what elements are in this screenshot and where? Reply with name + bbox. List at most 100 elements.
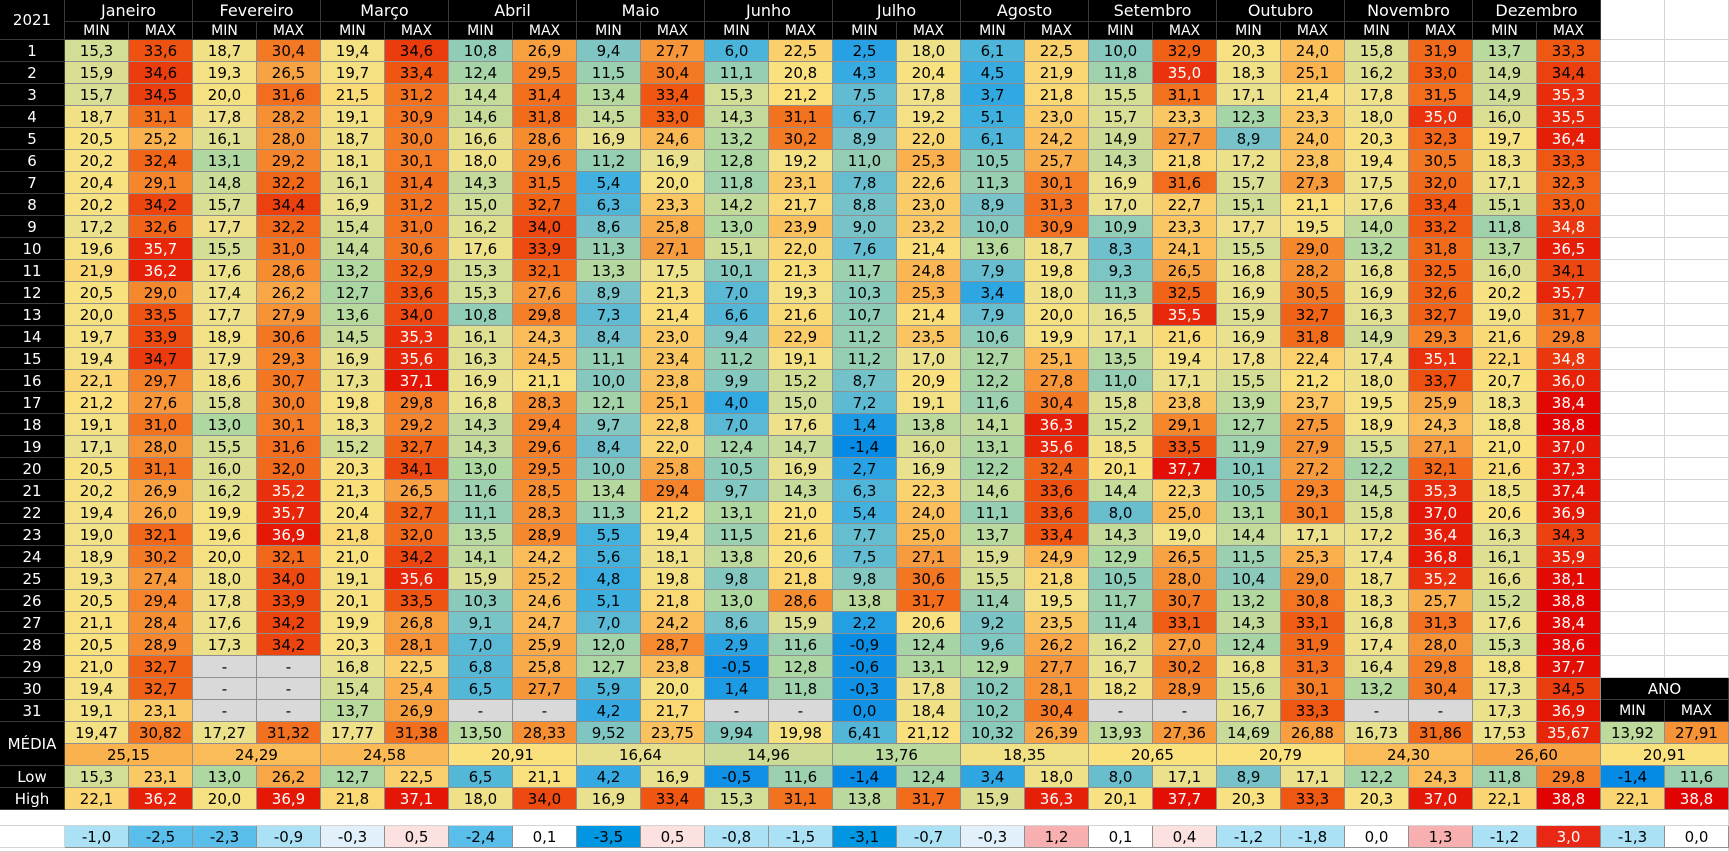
temp-cell[interactable]: 5,6: [577, 546, 641, 568]
temp-cell[interactable]: 16,6: [449, 128, 513, 150]
temp-cell[interactable]: 26,9: [513, 40, 577, 62]
temp-cell[interactable]: 17,0: [897, 348, 961, 370]
monthly-avg-cell[interactable]: 13,76: [833, 744, 961, 766]
temp-cell[interactable]: 16,8: [1345, 612, 1409, 634]
temp-cell[interactable]: 18,0: [1345, 106, 1409, 128]
temp-cell[interactable]: 29,2: [257, 150, 321, 172]
temp-cell[interactable]: 16,8: [1217, 260, 1281, 282]
temp-cell[interactable]: 11,8: [1473, 216, 1537, 238]
temp-cell[interactable]: 25,0: [1153, 502, 1217, 524]
temp-cell[interactable]: 28,6: [257, 260, 321, 282]
temp-cell[interactable]: 29,0: [129, 282, 193, 304]
temp-cell[interactable]: 10,2: [961, 700, 1025, 722]
temp-cell[interactable]: 33,9: [513, 238, 577, 260]
temp-cell[interactable]: 31,4: [385, 172, 449, 194]
low-cell[interactable]: 12,7: [321, 766, 385, 788]
temp-cell[interactable]: 34,1: [385, 458, 449, 480]
temp-cell[interactable]: 19,9: [193, 502, 257, 524]
media-cell[interactable]: 28,33: [513, 722, 577, 744]
temp-cell[interactable]: 21,4: [897, 304, 961, 326]
temp-cell[interactable]: 24,5: [513, 348, 577, 370]
temp-cell[interactable]: 32,0: [385, 524, 449, 546]
temp-cell[interactable]: 30,2: [1153, 656, 1217, 678]
temp-cell[interactable]: 23,5: [1025, 612, 1089, 634]
temp-cell[interactable]: 15,2: [769, 370, 833, 392]
temp-cell[interactable]: 12,3: [1217, 106, 1281, 128]
temp-cell[interactable]: 14,3: [1089, 150, 1153, 172]
temp-cell[interactable]: 20,1: [1089, 458, 1153, 480]
temp-cell[interactable]: 16,9: [321, 194, 385, 216]
temp-cell[interactable]: 11,8: [1089, 62, 1153, 84]
temp-cell[interactable]: 30,6: [385, 238, 449, 260]
temp-cell[interactable]: 13,8: [897, 414, 961, 436]
temp-cell[interactable]: 18,9: [1345, 414, 1409, 436]
temp-cell[interactable]: 18,3: [321, 414, 385, 436]
temp-cell[interactable]: 17,3: [321, 370, 385, 392]
temp-cell[interactable]: 17,6: [193, 612, 257, 634]
temp-cell[interactable]: 33,0: [1409, 62, 1473, 84]
temp-cell[interactable]: 20,3: [321, 458, 385, 480]
temp-cell[interactable]: 34,4: [1537, 62, 1601, 84]
ano-media-max[interactable]: 27,91: [1665, 722, 1729, 744]
temp-cell[interactable]: 11,0: [833, 150, 897, 172]
temp-cell[interactable]: 23,8: [641, 370, 705, 392]
temp-cell[interactable]: 21,5: [321, 84, 385, 106]
temp-cell[interactable]: 32,2: [257, 172, 321, 194]
media-cell[interactable]: 31,32: [257, 722, 321, 744]
temp-cell[interactable]: 20,0: [641, 172, 705, 194]
diff-cell[interactable]: 0,1: [513, 826, 577, 848]
temp-cell[interactable]: 20,0: [1025, 304, 1089, 326]
temp-cell[interactable]: 14,6: [449, 106, 513, 128]
temp-cell[interactable]: 25,8: [513, 656, 577, 678]
temp-cell[interactable]: 13,8: [833, 590, 897, 612]
temp-cell[interactable]: 12,2: [1345, 458, 1409, 480]
temp-cell[interactable]: 37,0: [1537, 436, 1601, 458]
temp-cell[interactable]: 19,4: [1345, 150, 1409, 172]
temp-cell[interactable]: 22,3: [1153, 480, 1217, 502]
temp-cell[interactable]: 27,7: [1153, 128, 1217, 150]
temp-cell[interactable]: 31,1: [1153, 84, 1217, 106]
temp-cell[interactable]: 12,4: [897, 634, 961, 656]
temp-cell[interactable]: 15,5: [193, 436, 257, 458]
temp-cell[interactable]: 26,0: [129, 502, 193, 524]
temp-cell[interactable]: 22,0: [641, 436, 705, 458]
temp-cell[interactable]: 19,8: [1025, 260, 1089, 282]
temp-cell[interactable]: 36,5: [1537, 238, 1601, 260]
temp-cell[interactable]: 31,7: [1537, 304, 1601, 326]
temp-cell[interactable]: 30,7: [1153, 590, 1217, 612]
temp-cell[interactable]: 38,4: [1537, 612, 1601, 634]
temp-cell[interactable]: 13,2: [1217, 590, 1281, 612]
temp-cell[interactable]: 20,2: [65, 480, 129, 502]
high-cell[interactable]: 37,7: [1153, 788, 1217, 810]
temp-cell[interactable]: 35,6: [385, 348, 449, 370]
temp-cell[interactable]: 23,4: [641, 348, 705, 370]
temp-cell[interactable]: 36,4: [1537, 128, 1601, 150]
media-cell[interactable]: 19,98: [769, 722, 833, 744]
temp-cell[interactable]: 34,2: [385, 546, 449, 568]
temp-cell[interactable]: 23,2: [897, 216, 961, 238]
temp-cell[interactable]: 14,3: [1089, 524, 1153, 546]
temp-cell[interactable]: 4,0: [705, 392, 769, 414]
diff-cell[interactable]: -0,3: [321, 826, 385, 848]
temp-cell[interactable]: 8,8: [833, 194, 897, 216]
temp-cell[interactable]: 14,9: [1345, 326, 1409, 348]
media-cell[interactable]: 17,77: [321, 722, 385, 744]
temp-cell[interactable]: 33,6: [385, 282, 449, 304]
temp-cell[interactable]: 19,5: [1281, 216, 1345, 238]
low-cell[interactable]: 22,5: [385, 766, 449, 788]
media-cell[interactable]: 26,88: [1281, 722, 1345, 744]
temp-cell[interactable]: 29,3: [1281, 480, 1345, 502]
temp-cell[interactable]: 15,4: [321, 678, 385, 700]
temp-cell[interactable]: 23,5: [897, 326, 961, 348]
temp-cell[interactable]: 33,9: [257, 590, 321, 612]
temp-cell[interactable]: 31,6: [257, 436, 321, 458]
temp-cell[interactable]: 21,2: [769, 84, 833, 106]
temp-cell[interactable]: 22,5: [769, 40, 833, 62]
monthly-avg-cell[interactable]: 20,79: [1217, 744, 1345, 766]
temp-cell[interactable]: 33,3: [1537, 150, 1601, 172]
temp-cell[interactable]: 38,8: [1537, 590, 1601, 612]
ano-high-min[interactable]: 22,1: [1601, 788, 1665, 810]
temp-cell[interactable]: 22,5: [385, 656, 449, 678]
temp-cell[interactable]: 12,8: [769, 656, 833, 678]
temp-cell[interactable]: 29,8: [385, 392, 449, 414]
